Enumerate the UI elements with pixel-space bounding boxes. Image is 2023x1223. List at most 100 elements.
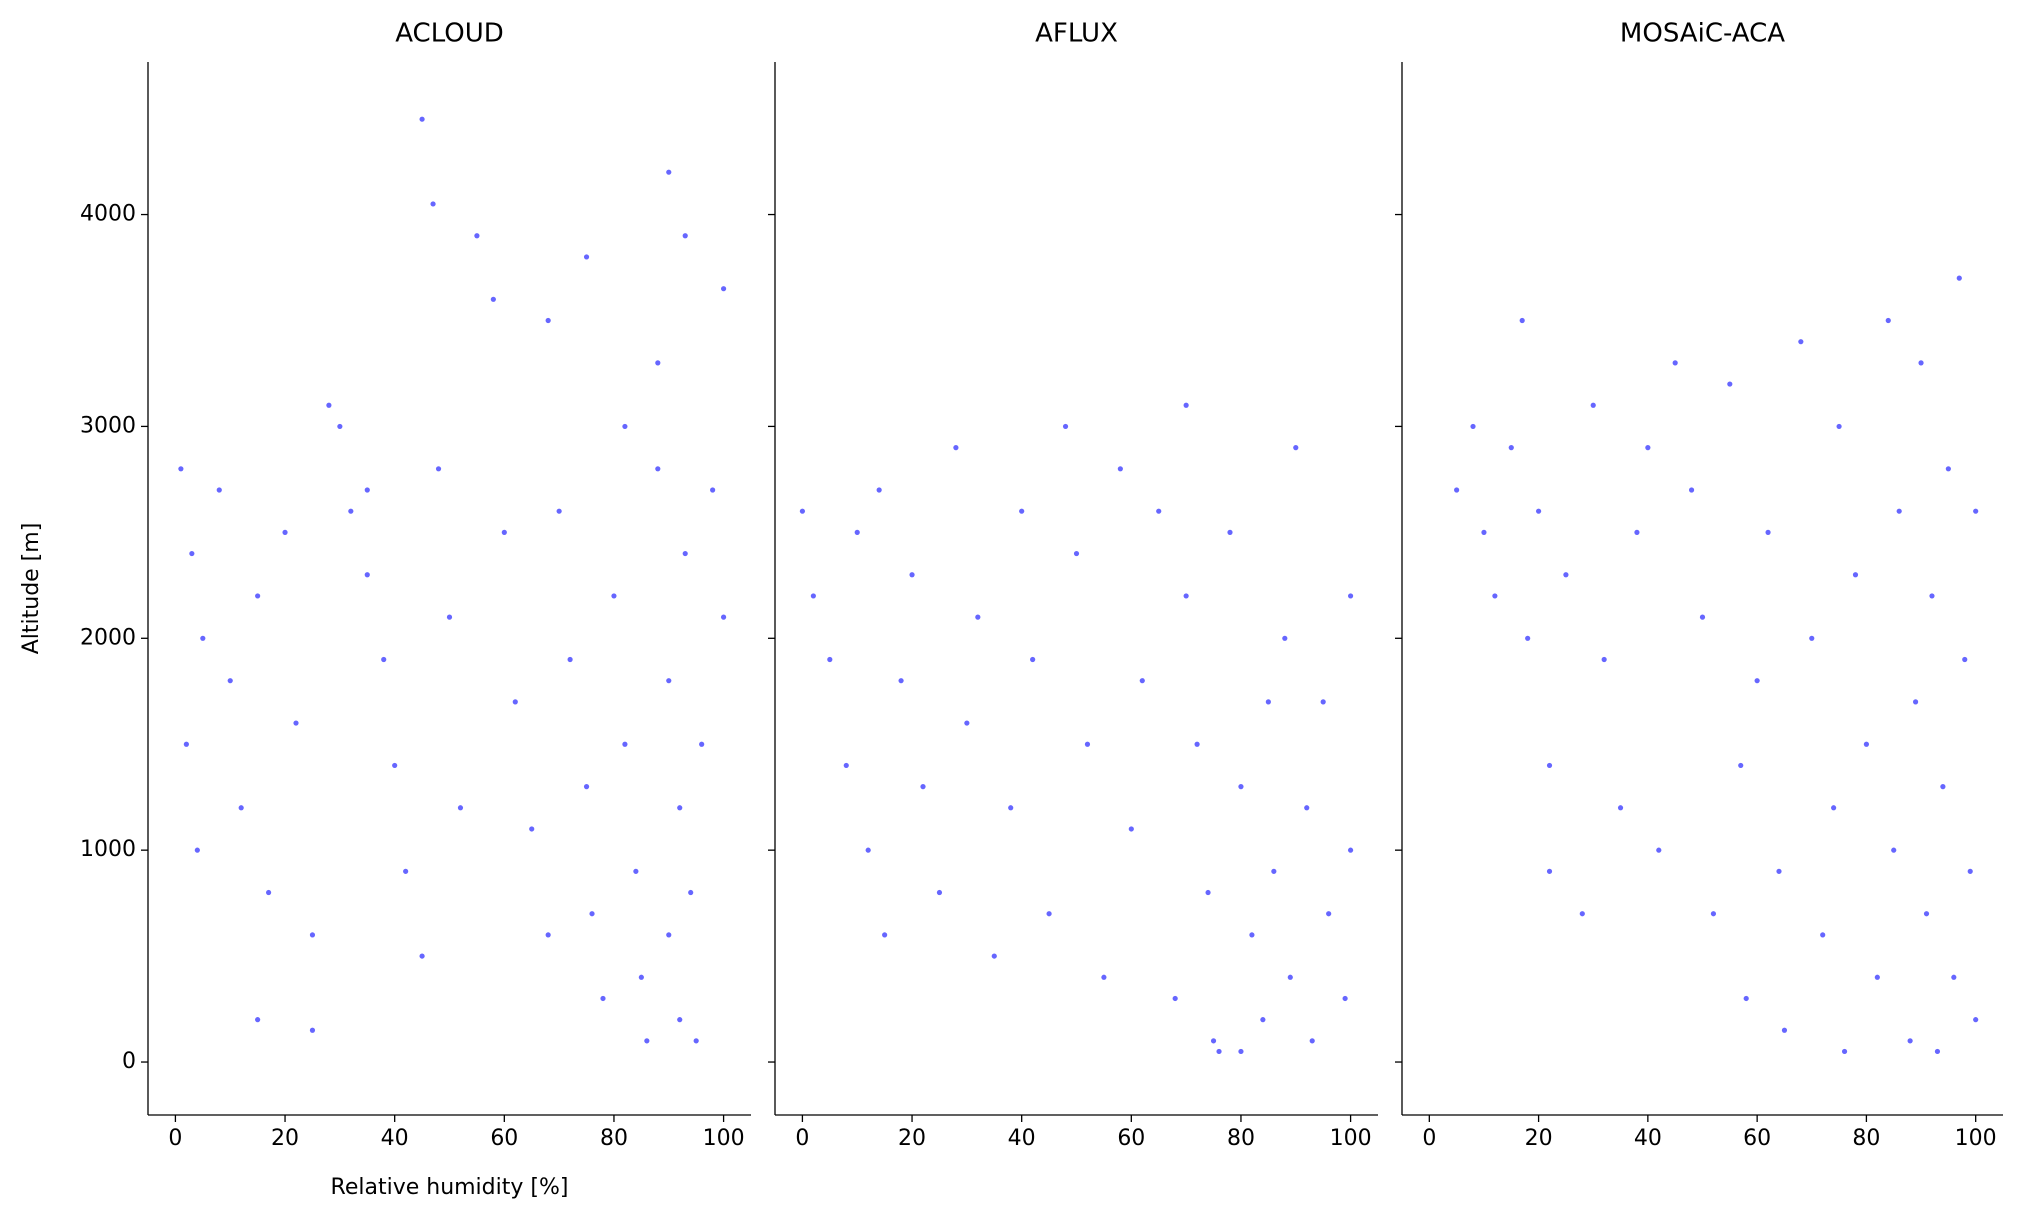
point [1454, 487, 1460, 493]
point [1874, 974, 1880, 980]
point [799, 508, 806, 514]
point [1672, 360, 1678, 366]
point [309, 1027, 316, 1033]
point [183, 741, 189, 747]
point [1492, 593, 1498, 599]
point [909, 572, 915, 578]
point [309, 932, 316, 938]
y-tick-label: 2000 [80, 625, 136, 650]
point [1765, 529, 1771, 535]
point [1271, 868, 1277, 874]
point [545, 932, 551, 938]
point [688, 889, 694, 896]
point [1634, 529, 1640, 535]
point [255, 593, 261, 599]
x-tick-label: 60 [1743, 1126, 1771, 1151]
point [1227, 529, 1233, 535]
point [622, 423, 628, 430]
x-tick-label: 80 [1227, 1126, 1255, 1151]
point [1282, 635, 1288, 641]
point [699, 741, 705, 747]
point [457, 805, 464, 811]
point [936, 889, 943, 896]
point [1309, 1038, 1315, 1044]
x-tick-label: 80 [600, 1126, 628, 1151]
point [589, 911, 595, 917]
point [1923, 911, 1930, 917]
point [419, 953, 425, 959]
point [1951, 974, 1957, 980]
point [1907, 1038, 1913, 1044]
point [178, 466, 184, 472]
point [1656, 847, 1662, 853]
point [490, 296, 496, 302]
point [677, 1017, 683, 1023]
point [644, 1038, 650, 1044]
x-tick-label: 20 [271, 1126, 299, 1151]
point [282, 529, 288, 535]
point [1156, 508, 1162, 514]
point [567, 656, 573, 663]
point [474, 233, 480, 239]
point [953, 445, 959, 451]
point [364, 572, 370, 578]
point [1590, 402, 1596, 408]
point [1326, 911, 1332, 917]
point [1863, 741, 1870, 747]
point [1617, 805, 1624, 811]
x-tick-label: 80 [1852, 1126, 1880, 1151]
point [1710, 911, 1717, 917]
point [655, 360, 661, 366]
point [1260, 1017, 1266, 1023]
point [1046, 911, 1052, 917]
point [501, 529, 507, 535]
x-tick-label: 20 [898, 1126, 926, 1151]
point [865, 847, 871, 853]
point [512, 699, 518, 705]
point [1304, 805, 1310, 811]
point [666, 169, 672, 175]
x-tick-label: 40 [1008, 1126, 1036, 1151]
point [964, 720, 970, 726]
point [1820, 932, 1826, 938]
point [1776, 868, 1782, 874]
point [1809, 635, 1815, 641]
point [920, 783, 926, 790]
point [991, 953, 997, 959]
point [1727, 381, 1733, 387]
x-tick-label: 0 [1422, 1126, 1436, 1151]
point [1579, 911, 1585, 917]
point [1205, 889, 1211, 896]
point [633, 868, 639, 874]
point [1101, 974, 1107, 980]
point [1238, 783, 1244, 790]
y-axis-label: Altitude [m] [19, 523, 44, 655]
point [1508, 445, 1514, 451]
x-tick-label: 0 [795, 1126, 809, 1151]
y-tick-label: 0 [122, 1049, 136, 1074]
y-tick-label: 3000 [80, 413, 136, 438]
point [666, 678, 672, 684]
point [1194, 741, 1200, 747]
point [655, 466, 661, 472]
point [216, 487, 222, 493]
point [1342, 995, 1348, 1002]
point [1008, 805, 1014, 811]
panel-title: AFLUX [1035, 19, 1118, 49]
point [1183, 402, 1189, 408]
point [326, 402, 332, 408]
point [1688, 487, 1695, 493]
x-tick-label: 20 [1525, 1126, 1553, 1151]
point [1754, 678, 1760, 684]
x-axis-label: Relative humidity [%] [331, 1175, 569, 1200]
point [1973, 508, 1979, 514]
point [556, 508, 562, 514]
point [1934, 1048, 1941, 1055]
point [1546, 762, 1553, 769]
point [843, 762, 849, 769]
x-tick-label: 100 [1330, 1126, 1372, 1151]
point [238, 805, 244, 811]
point [403, 868, 409, 874]
point [1117, 466, 1123, 472]
